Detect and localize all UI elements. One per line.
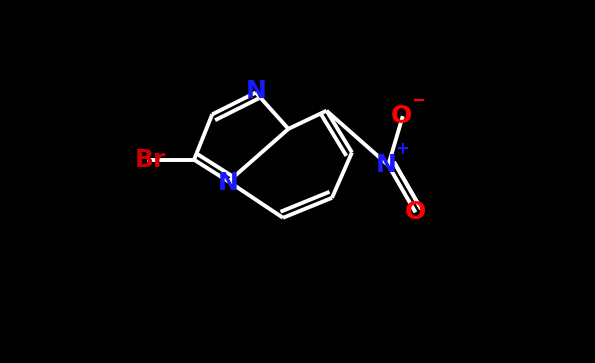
- Text: N: N: [245, 79, 266, 103]
- Text: +: +: [395, 140, 409, 158]
- Text: Br: Br: [135, 148, 166, 172]
- Text: O: O: [390, 104, 412, 128]
- Text: N: N: [218, 171, 239, 195]
- Text: N: N: [376, 153, 397, 177]
- Text: −: −: [411, 90, 425, 108]
- Text: O: O: [405, 200, 426, 224]
